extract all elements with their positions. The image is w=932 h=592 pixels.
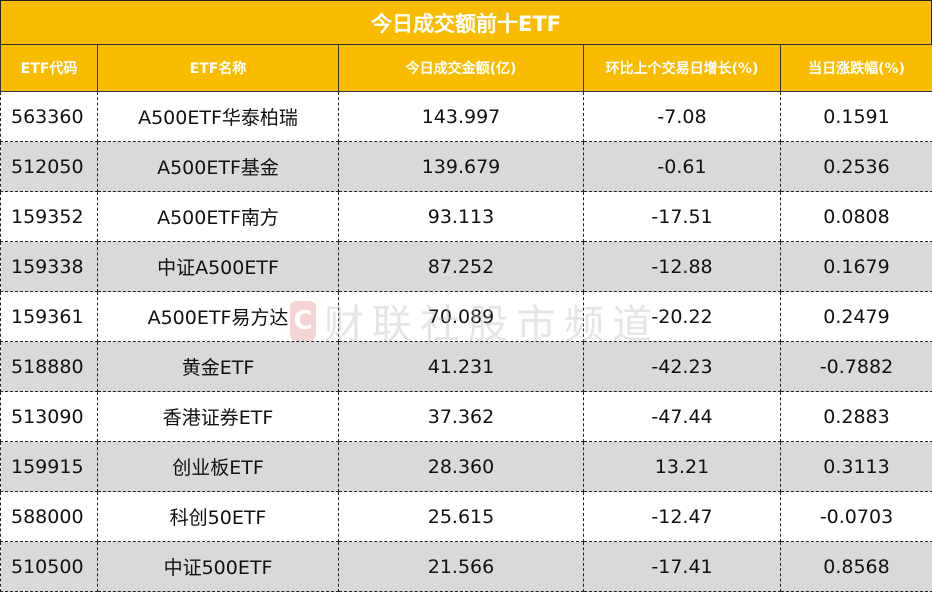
header-code: ETF代码	[1, 45, 98, 92]
cell-change: 0.2536	[781, 142, 932, 192]
header-row: ETF代码 ETF名称 今日成交金额(亿) 环比上个交易日增长(%) 当日涨跌幅…	[1, 45, 932, 92]
cell-growth: -12.47	[584, 492, 781, 542]
cell-change: -0.0703	[781, 492, 932, 542]
cell-change: 0.0808	[781, 192, 932, 242]
cell-growth: -0.61	[584, 142, 781, 192]
cell-change: -0.7882	[781, 342, 932, 392]
cell-amount: 87.252	[339, 242, 584, 292]
cell-code: 159352	[1, 192, 98, 242]
header-name: ETF名称	[98, 45, 339, 92]
cell-code: 513090	[1, 392, 98, 442]
cell-amount: 21.566	[339, 542, 584, 592]
cell-code: 588000	[1, 492, 98, 542]
cell-growth: -17.41	[584, 542, 781, 592]
cell-amount: 25.615	[339, 492, 584, 542]
cell-growth: -20.22	[584, 292, 781, 342]
cell-name: 科创50ETF	[98, 492, 339, 542]
cell-change: 0.3113	[781, 442, 932, 492]
cell-code: 512050	[1, 142, 98, 192]
header-amount: 今日成交金额(亿)	[339, 45, 584, 92]
cell-name: A500ETF南方	[98, 192, 339, 242]
cell-amount: 37.362	[339, 392, 584, 442]
cell-name: A500ETF易方达	[98, 292, 339, 342]
cell-change: 0.1591	[781, 92, 932, 142]
header-growth: 环比上个交易日增长(%)	[584, 45, 781, 92]
etf-table: ETF代码 ETF名称 今日成交金额(亿) 环比上个交易日增长(%) 当日涨跌幅…	[0, 44, 932, 592]
cell-name: 香港证券ETF	[98, 392, 339, 442]
cell-growth: -7.08	[584, 92, 781, 142]
cell-code: 159361	[1, 292, 98, 342]
cell-change: 0.2479	[781, 292, 932, 342]
cell-growth: -42.23	[584, 342, 781, 392]
cell-growth: -12.88	[584, 242, 781, 292]
cell-name: 创业板ETF	[98, 442, 339, 492]
cell-change: 0.8568	[781, 542, 932, 592]
cell-code: 159338	[1, 242, 98, 292]
cell-name: 中证500ETF	[98, 542, 339, 592]
cell-amount: 93.113	[339, 192, 584, 242]
cell-amount: 143.997	[339, 92, 584, 142]
cell-code: 159915	[1, 442, 98, 492]
cell-name: 中证A500ETF	[98, 242, 339, 292]
cell-amount: 139.679	[339, 142, 584, 192]
cell-growth: 13.21	[584, 442, 781, 492]
cell-code: 518880	[1, 342, 98, 392]
cell-change: 0.2883	[781, 392, 932, 442]
cell-code: 510500	[1, 542, 98, 592]
cell-amount: 70.089	[339, 292, 584, 342]
cell-name: A500ETF华泰柏瑞	[98, 92, 339, 142]
header-change: 当日涨跌幅(%)	[781, 45, 932, 92]
cell-growth: -47.44	[584, 392, 781, 442]
cell-growth: -17.51	[584, 192, 781, 242]
table-title: 今日成交额前十ETF	[0, 0, 932, 45]
cell-name: 黄金ETF	[98, 342, 339, 392]
cell-name: A500ETF基金	[98, 142, 339, 192]
cell-amount: 28.360	[339, 442, 584, 492]
cell-amount: 41.231	[339, 342, 584, 392]
cell-change: 0.1679	[781, 242, 932, 292]
cell-code: 563360	[1, 92, 98, 142]
